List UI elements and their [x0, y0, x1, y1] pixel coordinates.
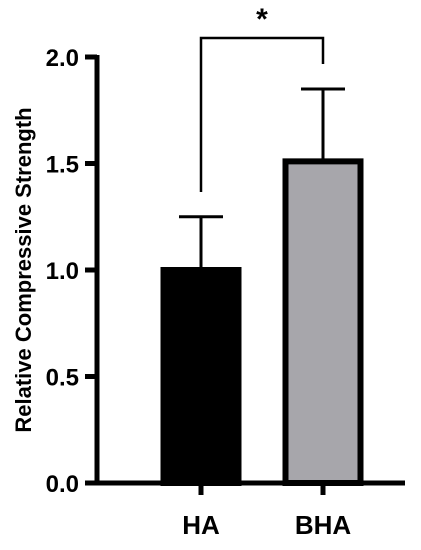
bar-ha	[160, 267, 242, 486]
x-tick-label-bha: BHA	[295, 510, 352, 540]
y-axis-label: Relative Compressive Strength	[11, 107, 36, 432]
significance-bracket	[199, 36, 325, 192]
y-tick-label: 2.0	[46, 45, 79, 72]
significance-star: *	[256, 3, 268, 36]
y-tick-label: 1.0	[46, 258, 79, 285]
bars	[160, 87, 364, 486]
y-tick-label: 0.5	[46, 365, 79, 392]
significance-annotation: *	[199, 3, 325, 192]
y-axis: 0.0 0.5 1.0 1.5 2.0	[46, 45, 100, 498]
y-tick-label: 0.0	[46, 471, 79, 498]
y-tick-label: 1.5	[46, 152, 79, 179]
x-tick-label-ha: HA	[182, 510, 220, 540]
bar-bha	[282, 158, 364, 486]
x-axis: HA BHA	[95, 480, 405, 540]
